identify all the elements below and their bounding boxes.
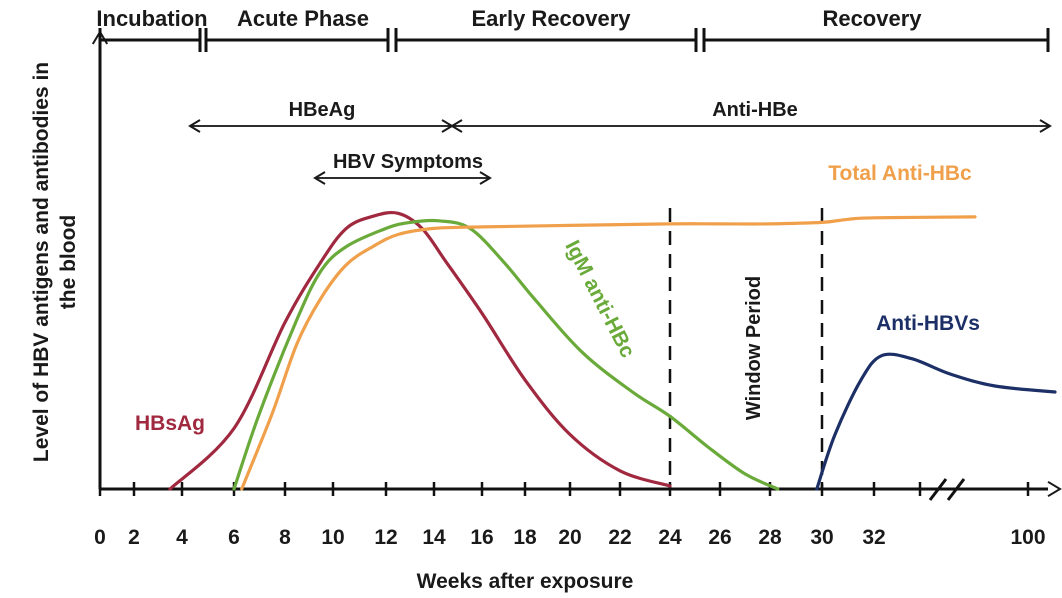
x-tick-label: 30 — [810, 526, 833, 549]
x-tick-label: 22 — [608, 526, 631, 549]
x-tick-label: 18 — [513, 526, 537, 549]
marker-label: HBeAg — [289, 99, 356, 121]
x-tick-label: 10 — [321, 526, 344, 549]
marker-arrow-head — [479, 171, 492, 185]
marker-label: HBV Symptoms — [333, 151, 483, 173]
x-tick-label: 32 — [862, 526, 885, 549]
x-axis-title: Weeks after exposure — [417, 570, 634, 593]
y-axis-title-line: the blood — [57, 215, 80, 309]
phase-label: Acute Phase — [237, 6, 369, 31]
x-tick-label: 16 — [470, 526, 493, 549]
phase-label: Incubation — [96, 6, 207, 31]
x-axis-arrow — [1047, 480, 1062, 498]
marker-label: Anti-HBe — [712, 99, 798, 121]
phase-label: Recovery — [822, 6, 922, 31]
x-tick-label: 4 — [176, 526, 188, 549]
x-tick-label: 12 — [374, 526, 397, 549]
axis-break-mark — [928, 478, 948, 501]
x-tick-label: 14 — [422, 526, 446, 549]
x-tick-label: 100 — [1010, 526, 1045, 549]
axis-break-mark — [946, 478, 966, 501]
series-label: Total Anti-HBc — [828, 162, 972, 185]
series-label: Anti-HBVs — [876, 312, 980, 335]
marker-arrow-head — [450, 119, 463, 133]
x-tick-label: 2 — [128, 526, 140, 549]
series-label: HBsAg — [135, 412, 205, 435]
x-tick-label: 20 — [558, 526, 581, 549]
x-tick-label: 8 — [279, 526, 291, 549]
series-line-anti-hbvs — [815, 352, 1057, 491]
series-line-total-anti-hbc — [240, 215, 977, 491]
x-tick-label: 0 — [94, 526, 106, 549]
marker-arrow-head — [313, 171, 326, 185]
marker-arrow-head — [1039, 119, 1052, 133]
y-axis-title-line: Level of HBV antigens and antibodies in — [30, 62, 53, 462]
marker-arrow-head — [188, 119, 201, 133]
x-tick-label: 24 — [658, 526, 682, 549]
phase-label: Early Recovery — [472, 6, 632, 31]
window-period-label: Window Period — [743, 276, 765, 420]
series-line-hbsag — [168, 210, 672, 491]
y-axis-title: Level of HBV antigens and antibodies in t… — [30, 62, 80, 462]
x-tick-label: 6 — [228, 526, 240, 549]
x-tick-label: 26 — [708, 526, 731, 549]
series-line-igm-anti-hbc — [232, 218, 780, 491]
x-tick-label: 28 — [758, 526, 782, 549]
